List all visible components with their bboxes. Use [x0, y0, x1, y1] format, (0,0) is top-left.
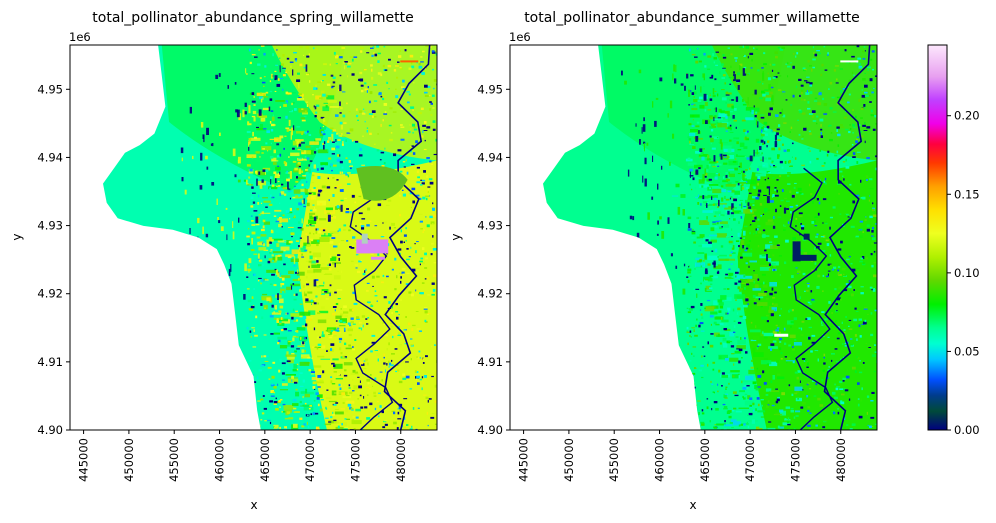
spring-y-offset-label: 1e6 — [69, 30, 91, 44]
spring-x-axis-label: x — [250, 498, 257, 512]
summer-x-tick-label: 465000 — [698, 438, 712, 482]
colorbar-tick-label: 0.05 — [954, 344, 980, 358]
summer-raster-body — [543, 45, 877, 430]
summer-y-tick-label: 4.91 — [477, 355, 503, 369]
spring-x-tick-label: 465000 — [258, 438, 272, 482]
spring-y-tick-label: 4.90 — [37, 423, 63, 437]
summer-x-tick-label: 480000 — [834, 438, 848, 482]
colorbar-tick-label: 0.20 — [954, 109, 980, 123]
summer-axes: 445000 450000 455000 460000 465000 470000 4750… — [477, 44, 878, 482]
summer-title: total_pollinator_abundance_summer_willam… — [524, 10, 860, 26]
spring-x-tick-label: 480000 — [394, 438, 408, 482]
spring-region-olive-patch — [356, 166, 408, 201]
summer-y-tick-label: 4.92 — [477, 287, 503, 301]
summer-river-channels — [789, 45, 871, 430]
summer-y-axis-label: y — [449, 233, 463, 240]
spring-x-tick-label: 475000 — [348, 438, 362, 482]
spring-map-raster — [103, 45, 437, 430]
spring-x-tick-label: 450000 — [122, 438, 136, 482]
spring-x-tick-label: 460000 — [213, 438, 227, 482]
spring-y-tick-label: 4.95 — [37, 82, 63, 96]
summer-map-raster — [543, 45, 877, 430]
summer-x-tick-label: 475000 — [788, 438, 802, 482]
spring-raster-body — [103, 45, 437, 430]
colorbar-tick-label: 0.00 — [954, 423, 980, 437]
summer-panel: total_pollinator_abundance_summer_willam… — [449, 10, 878, 512]
summer-y-tick-label: 4.95 — [477, 82, 503, 96]
summer-x-tick-label: 455000 — [607, 438, 621, 482]
colorbar: 0.00 0.05 0.10 0.15 0.20 — [927, 44, 980, 437]
spring-y-tick-label: 4.92 — [37, 287, 63, 301]
spring-river-channels — [349, 45, 431, 430]
spring-region-northeast-band — [271, 45, 437, 161]
summer-x-tick-label: 470000 — [743, 438, 757, 482]
spring-axes-frame — [69, 44, 438, 431]
summer-y-offset-label: 1e6 — [509, 30, 531, 44]
summer-x-tick-label: 450000 — [562, 438, 576, 482]
spring-x-tick-label: 455000 — [167, 438, 181, 482]
spring-title: total_pollinator_abundance_spring_willam… — [92, 10, 413, 26]
colorbar-tick-label: 0.15 — [954, 187, 980, 201]
spring-y-tick-label: 4.94 — [37, 150, 63, 164]
summer-y-tick-label: 4.93 — [477, 219, 503, 233]
spring-x-tick-label: 470000 — [303, 438, 317, 482]
spring-panel: total_pollinator_abundance_spring_willam… — [10, 10, 438, 512]
spring-axes: 445000 450000 455000 460000 465000 470000 4750… — [37, 44, 438, 482]
summer-axes-frame — [509, 44, 878, 431]
spring-central-hotspot — [356, 60, 419, 260]
summer-y-tick-label: 4.90 — [477, 423, 503, 437]
spring-y-tick-label: 4.93 — [37, 219, 63, 233]
spring-x-tick-label: 445000 — [77, 438, 91, 482]
spring-region-valley-floor — [297, 160, 437, 430]
summer-central-low-patch — [774, 60, 859, 337]
summer-x-tick-label: 460000 — [653, 438, 667, 482]
summer-x-tick-label: 445000 — [517, 438, 531, 482]
summer-x-axis-label: x — [689, 498, 696, 512]
spring-y-tick-label: 4.91 — [37, 355, 63, 369]
summer-y-tick-label: 4.94 — [477, 150, 503, 164]
colorbar-tick-label: 0.10 — [954, 266, 980, 280]
colorbar-gradient — [927, 44, 948, 431]
spring-y-axis-label: y — [10, 233, 24, 240]
summer-region-northeast-band — [711, 45, 877, 161]
